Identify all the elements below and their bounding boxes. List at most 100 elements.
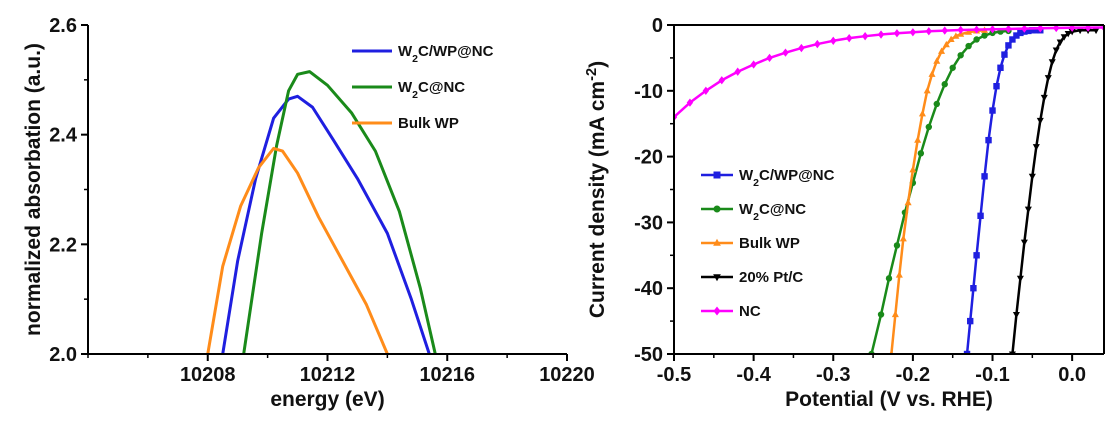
data-point <box>718 76 725 85</box>
data-point <box>766 53 773 63</box>
data-point <box>957 25 964 35</box>
data-point <box>1001 51 1008 58</box>
legend-label-part: C/WP@NC <box>418 43 494 60</box>
legend-item: W2C/WP@NC <box>701 167 835 189</box>
legend-label: W2C@NC <box>739 201 806 223</box>
data-point <box>993 82 1000 90</box>
data-point <box>1032 144 1040 151</box>
legend-label: Bulk WP <box>739 235 800 252</box>
data-point <box>1053 25 1060 33</box>
data-point <box>734 67 741 76</box>
data-point <box>925 123 933 131</box>
data-point <box>949 64 956 71</box>
series-line <box>870 29 1009 354</box>
series-nc <box>674 25 1104 122</box>
legend-item: W2C/WP@NC <box>352 43 494 65</box>
data-point <box>1048 59 1056 66</box>
data-point <box>989 107 996 114</box>
data-point <box>877 311 885 318</box>
legend-label: NC <box>739 303 761 320</box>
y-tick-label: -10 <box>634 81 663 103</box>
data-point <box>782 48 789 57</box>
data-point <box>941 81 948 88</box>
legend-label-part: C@NC <box>418 79 465 96</box>
data-point <box>923 86 931 94</box>
data-point <box>1005 42 1012 49</box>
y-tick-label: 0 <box>652 15 663 37</box>
data-point <box>933 57 941 64</box>
series-w2c-nc <box>868 27 1012 354</box>
legend-item: 20% Pt/C <box>701 269 803 286</box>
legend-item: NC <box>701 303 761 320</box>
legend-label-part: 2 <box>753 211 759 223</box>
data-point <box>965 42 972 50</box>
data-point <box>895 271 903 278</box>
series-w2c-wp-nc <box>221 94 431 354</box>
data-point <box>1036 117 1044 125</box>
data-point <box>981 173 988 180</box>
legend-label: W2C/WP@NC <box>398 43 494 65</box>
data-point <box>750 60 757 69</box>
data-point <box>917 150 925 157</box>
data-point <box>941 26 948 35</box>
data-point <box>798 43 805 53</box>
data-point <box>1033 27 1040 34</box>
data-point <box>997 64 1004 71</box>
data-point <box>963 350 971 354</box>
data-point <box>891 310 899 318</box>
data-point <box>861 32 869 41</box>
legend-label-part: 2 <box>412 89 418 101</box>
data-point <box>830 36 837 45</box>
y-tick-label: 2.6 <box>49 15 77 37</box>
series-bulk-wp <box>206 146 389 354</box>
legend-label-part: W <box>398 79 413 96</box>
data-point <box>1009 36 1016 43</box>
legend-label-part: Bulk WP <box>398 115 459 132</box>
legend-label-part: C@NC <box>759 201 806 218</box>
x-tick-label: 10216 <box>419 364 475 386</box>
series-line <box>221 94 431 354</box>
legend-label-part: W <box>739 167 754 184</box>
data-point <box>981 32 988 39</box>
data-point <box>1021 25 1028 33</box>
data-point <box>1076 27 1084 35</box>
data-point <box>928 70 936 77</box>
y-axis-title-part: Current density (mA cm <box>586 81 609 318</box>
legend-item: Bulk WP <box>352 115 459 132</box>
data-point <box>973 36 980 43</box>
data-point <box>1056 39 1064 46</box>
data-point <box>686 98 694 107</box>
legend-label-part: W <box>398 43 413 60</box>
data-point <box>938 47 946 54</box>
y-axis-title: Current density (mA cm-2) <box>584 61 609 318</box>
data-point <box>1025 27 1032 35</box>
legend-label-part: Bulk WP <box>739 235 800 252</box>
data-point <box>965 28 973 35</box>
legend-marker <box>713 171 721 179</box>
data-point <box>1052 47 1060 54</box>
data-point <box>909 28 917 37</box>
data-point <box>1092 27 1100 35</box>
legend-label-part: W <box>739 201 754 218</box>
legend-item: W2C@NC <box>352 79 465 101</box>
x-axis-title: energy (eV) <box>270 388 384 411</box>
x-tick-label: -0.5 <box>657 364 691 386</box>
data-point <box>1017 29 1024 37</box>
data-point <box>1064 30 1072 38</box>
data-point <box>973 252 980 259</box>
legend-label: Bulk WP <box>398 115 459 132</box>
legend-label-part: NC <box>739 303 761 320</box>
data-point <box>985 136 992 144</box>
data-point <box>904 198 912 206</box>
data-point <box>942 40 950 48</box>
data-point <box>977 212 984 220</box>
legend-label-part: C/WP@NC <box>759 167 835 184</box>
data-point <box>1060 34 1068 41</box>
legend-label: 20% Pt/C <box>739 269 803 286</box>
series-line <box>206 146 389 354</box>
data-point <box>970 285 977 292</box>
y-tick-label: 2.4 <box>49 125 78 147</box>
data-point <box>877 30 885 39</box>
